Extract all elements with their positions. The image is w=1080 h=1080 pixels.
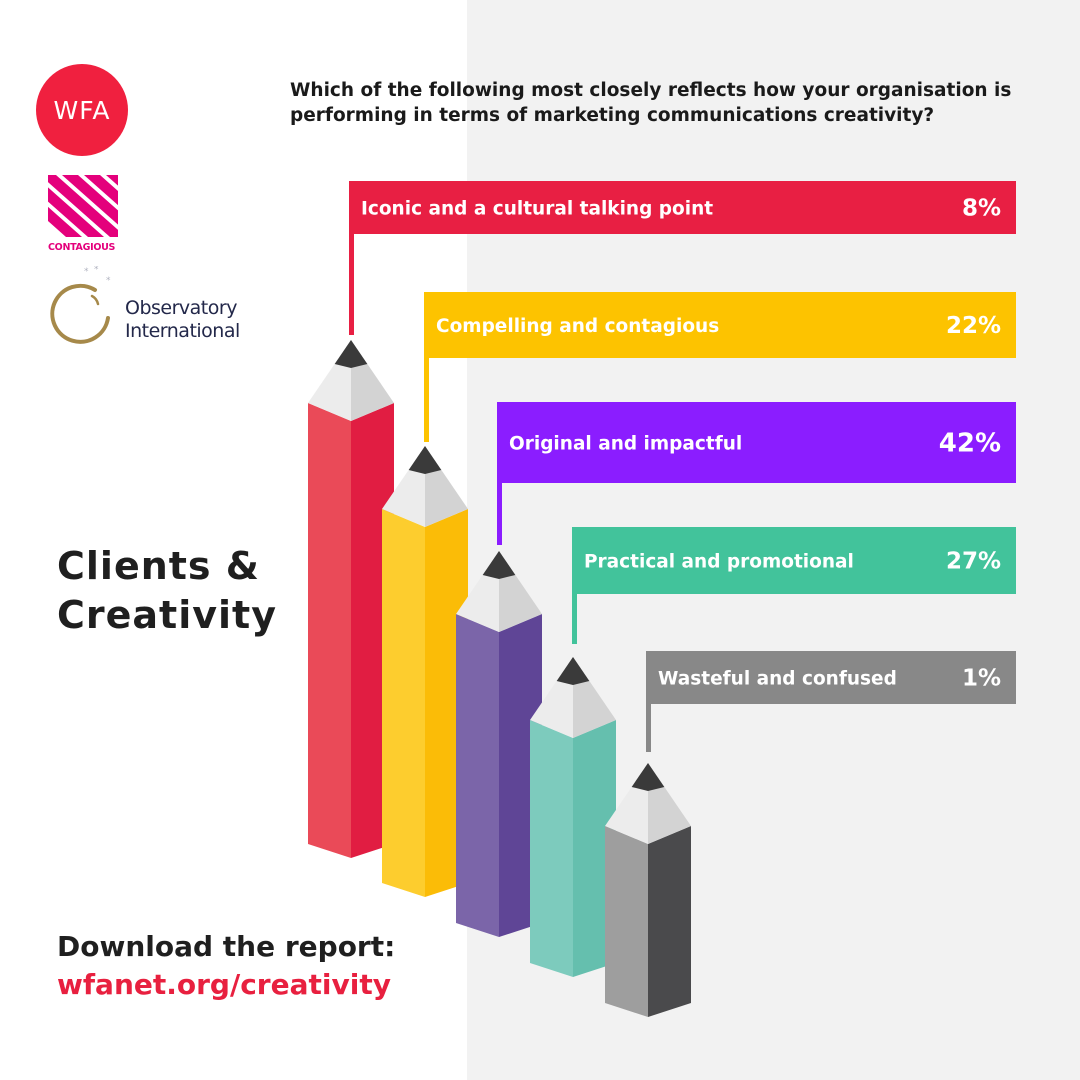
pencil-body-right: [648, 826, 691, 1017]
bar: [646, 651, 1016, 704]
pencil-stem: [497, 481, 502, 545]
svg-text:*: *: [94, 266, 99, 275]
bar-category-label: Wasteful and confused: [658, 669, 897, 690]
pencil-body-left: [456, 614, 499, 937]
bar-category-label: Practical and promotional: [584, 552, 854, 573]
bar: [424, 292, 1016, 358]
bar-value-label: 8%: [962, 196, 1001, 222]
bar-category-label: Iconic and a cultural talking point: [361, 199, 713, 220]
pencil-stem: [424, 356, 429, 442]
pencil-stem: [646, 702, 651, 752]
pencil-graphite-tip: [408, 446, 442, 474]
wfa-logo: WFA: [36, 64, 128, 156]
pencil-stem: [349, 232, 354, 335]
title-line2: Creativity: [57, 593, 277, 637]
pencil-graphite-tip: [482, 551, 516, 579]
observatory-line1: Observatory: [125, 297, 237, 319]
contagious-wordmark: CONTAGIOUS: [48, 242, 116, 253]
pencil-body-left: [530, 720, 573, 977]
observatory-wordmark: Observatory International: [125, 297, 240, 343]
pencil-body-left: [605, 826, 648, 1017]
download-label: Download the report:: [57, 930, 396, 963]
observatory-line2: International: [125, 320, 240, 342]
pencil-body-left: [308, 403, 351, 858]
pencil-graphite-tip: [334, 340, 368, 368]
svg-text:*: *: [106, 276, 111, 286]
pencil-stem: [572, 592, 577, 644]
download-link[interactable]: wfanet.org/creativity: [57, 968, 391, 1001]
pencil-graphite-tip: [631, 763, 665, 791]
bar-category-label: Original and impactful: [509, 434, 742, 455]
svg-text:*: *: [84, 267, 89, 277]
bar-value-label: 42%: [939, 429, 1001, 459]
bar: [572, 527, 1016, 594]
survey-question: Which of the following most closely refl…: [290, 80, 1012, 126]
bar: [497, 402, 1016, 483]
bar: [349, 181, 1016, 234]
pencil-body-left: [382, 509, 425, 897]
download-callout: Download the report: wfanet.org/creativi…: [57, 928, 395, 1004]
page-title: Clients & Creativity: [57, 542, 277, 640]
observatory-logo-icon: * * *: [50, 266, 111, 344]
pencil-graphite-tip: [556, 657, 590, 685]
bar-value-label: 22%: [946, 313, 1001, 339]
contagious-logo-icon: [48, 175, 118, 237]
title-line1: Clients &: [57, 544, 260, 588]
bar-value-label: 27%: [946, 549, 1001, 575]
bar-value-label: 1%: [962, 666, 1001, 692]
bar-category-label: Compelling and contagious: [436, 316, 719, 337]
